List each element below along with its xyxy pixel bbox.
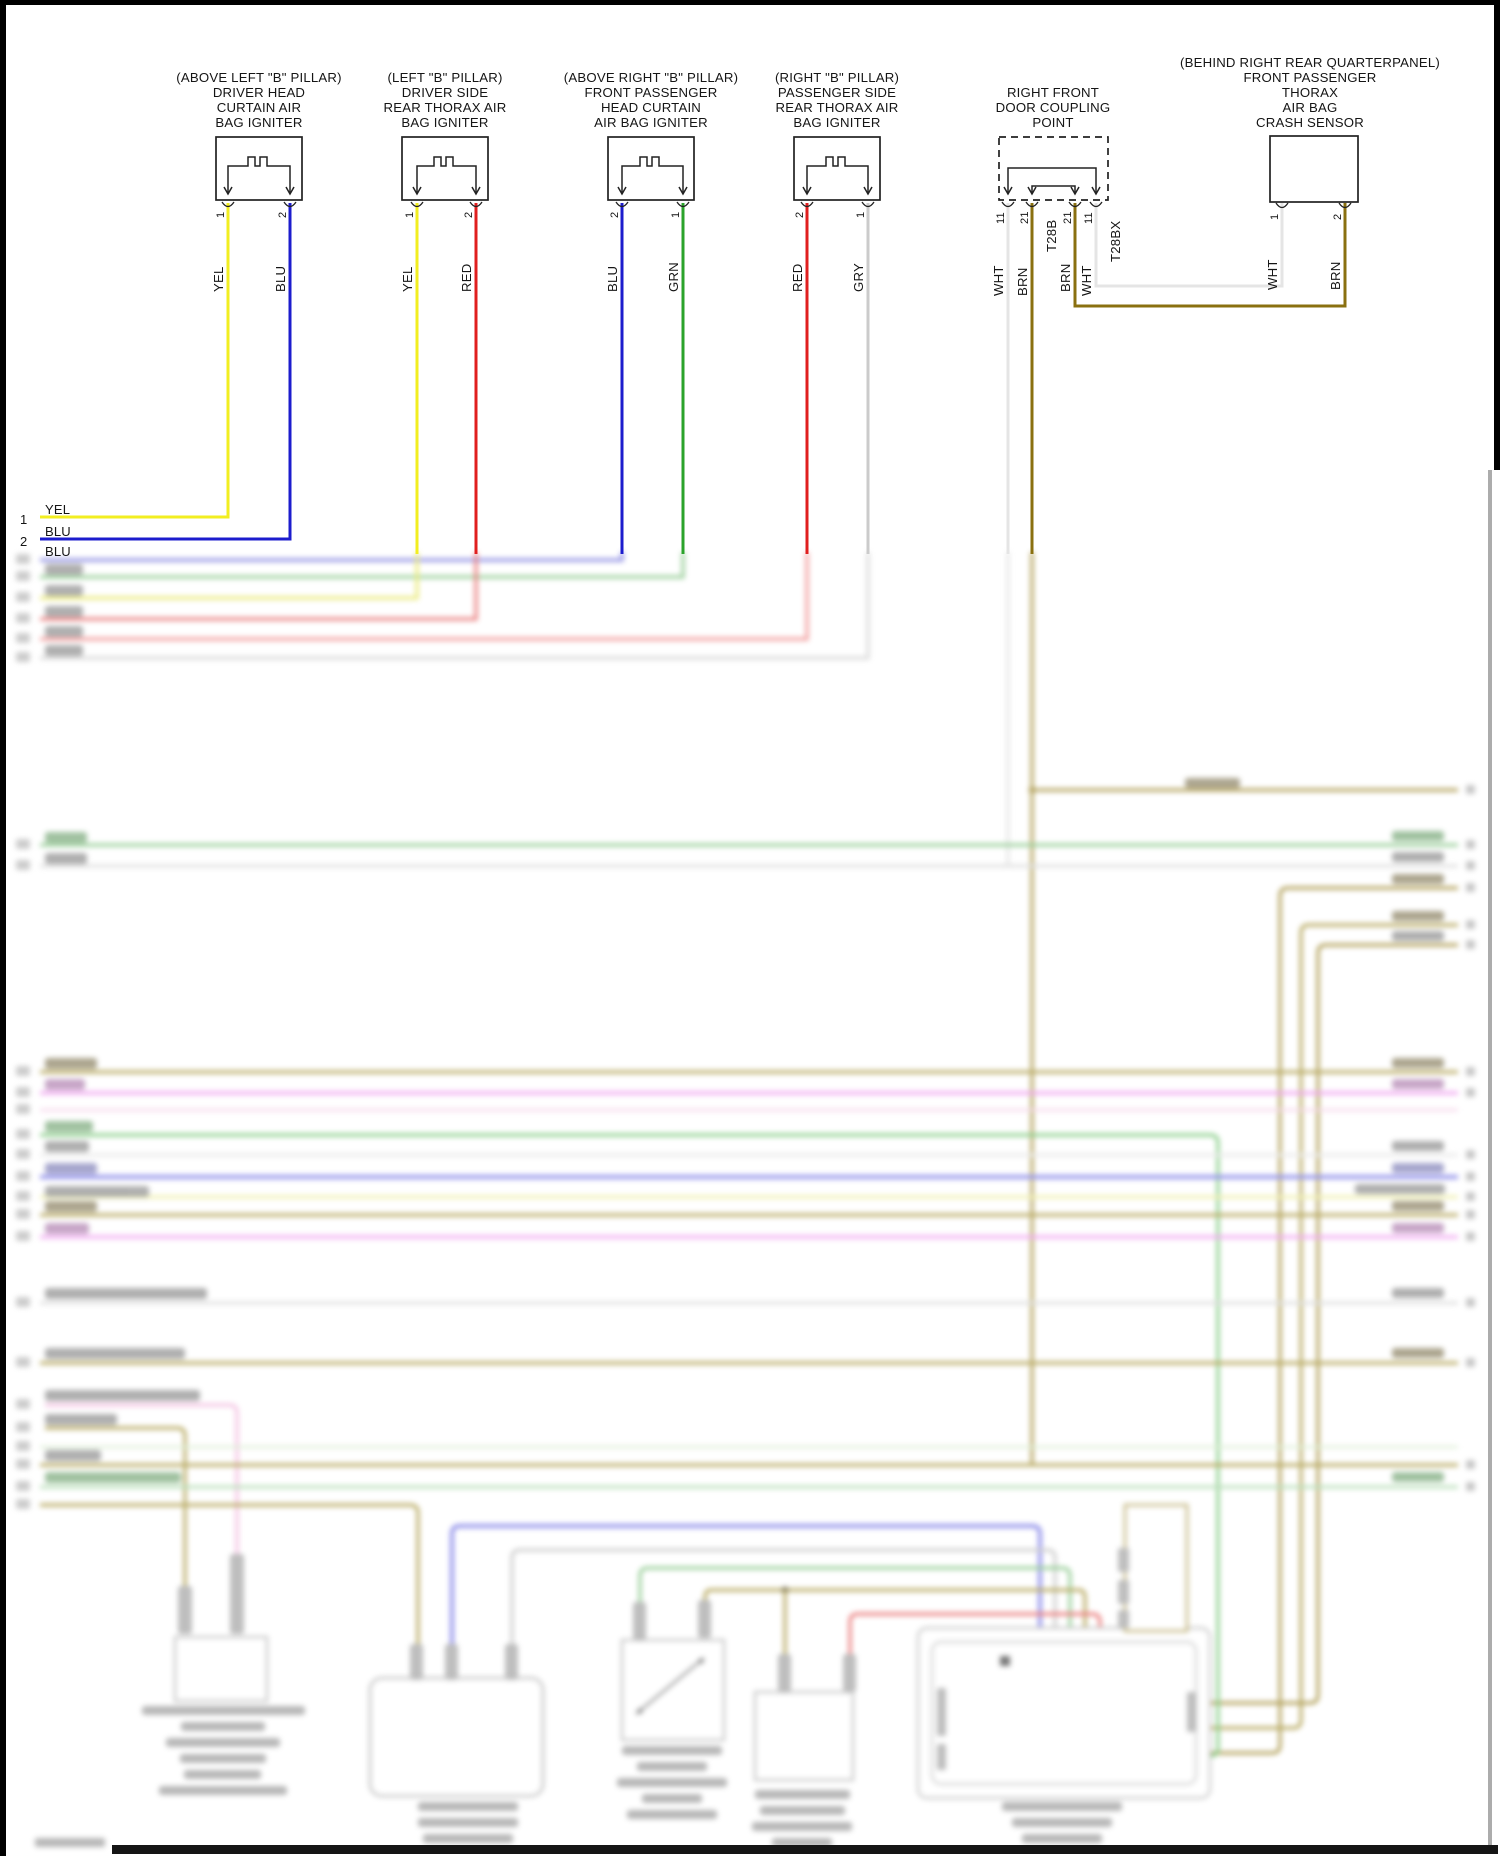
component-title-door-coupling-point: RIGHT FRONT DOOR COUPLING POINT (996, 85, 1111, 130)
svg-text:21: 21 (1062, 211, 1074, 224)
arrow-icons (223, 186, 1101, 196)
blurred-wire-runs (40, 552, 1458, 1758)
svg-text:BAG IGNITER: BAG IGNITER (793, 115, 880, 130)
svg-text:RED: RED (790, 264, 805, 292)
svg-text:GRY: GRY (851, 263, 866, 292)
svg-text:2: 2 (1332, 214, 1344, 220)
left-pin-rows: 1 YEL 2 BLU BLU (20, 502, 71, 559)
left-wire-label: YEL (45, 502, 70, 517)
svg-text:GRN: GRN (666, 262, 681, 292)
svg-text:1: 1 (215, 212, 227, 218)
svg-text:PASSENGER SIDE: PASSENGER SIDE (778, 85, 896, 100)
left-pin-number: 1 (20, 512, 27, 527)
svg-text:(RIGHT "B" PILLAR): (RIGHT "B" PILLAR) (775, 70, 899, 85)
svg-text:WHT: WHT (1079, 265, 1094, 296)
wire-blu-c1 (40, 203, 292, 541)
coupling-tag-t28b: T28B (1044, 220, 1059, 252)
svg-text:YEL: YEL (400, 266, 415, 292)
svg-text:POINT: POINT (1032, 115, 1073, 130)
svg-text:FRONT PASSENGER: FRONT PASSENGER (585, 85, 718, 100)
svg-text:RED: RED (459, 264, 474, 292)
component-symbols (215, 135, 1359, 209)
svg-text:WHT: WHT (991, 265, 1006, 296)
svg-text:BAG IGNITER: BAG IGNITER (401, 115, 488, 130)
svg-text:2: 2 (794, 212, 806, 218)
svg-text:CRASH SENSOR: CRASH SENSOR (1256, 115, 1364, 130)
left-wire-label: BLU (45, 544, 71, 559)
svg-text:HEAD CURTAIN: HEAD CURTAIN (601, 100, 701, 115)
coupling-point-box (998, 136, 1109, 201)
svg-text:2: 2 (277, 212, 289, 218)
svg-text:BAG IGNITER: BAG IGNITER (215, 115, 302, 130)
coupling-tag-t28bx: T28BX (1108, 221, 1123, 262)
component-title-passenger-side-thorax: (RIGHT "B" PILLAR) PASSENGER SIDE REAR T… (775, 70, 899, 130)
igniter-element-icon (806, 156, 869, 194)
crash-sensor-box (1269, 135, 1359, 203)
svg-text:DRIVER SIDE: DRIVER SIDE (402, 85, 488, 100)
left-wire-label: BLU (45, 524, 71, 539)
igniter-box-3 (607, 136, 695, 201)
igniter-box-1 (215, 136, 303, 201)
svg-text:DOOR COUPLING: DOOR COUPLING (996, 100, 1111, 115)
svg-text:YEL: YEL (211, 266, 226, 292)
svg-text:WHT: WHT (1265, 259, 1280, 290)
svg-text:THORAX: THORAX (1282, 85, 1338, 100)
svg-text:FRONT PASSENGER: FRONT PASSENGER (1244, 70, 1377, 85)
component-title-driver-side-thorax: (LEFT "B" PILLAR) DRIVER SIDE REAR THORA… (384, 70, 507, 130)
svg-text:2: 2 (463, 212, 475, 218)
svg-text:1: 1 (404, 212, 416, 218)
svg-text:BLU: BLU (273, 266, 288, 292)
svg-text:2: 2 (609, 212, 621, 218)
component-title-crash-sensor: (BEHIND RIGHT REAR QUARTERPANEL) FRONT P… (1180, 55, 1440, 130)
svg-text:1: 1 (1269, 214, 1281, 220)
left-pin-number: 2 (20, 534, 27, 549)
svg-text:BLU: BLU (605, 266, 620, 292)
igniter-element-icon (227, 156, 291, 194)
wire-runs (40, 203, 1347, 554)
coupling-bracket-outer (1007, 167, 1097, 194)
svg-text:BRN: BRN (1058, 264, 1073, 292)
svg-text:BRN: BRN (1328, 262, 1343, 290)
svg-text:11: 11 (1083, 212, 1095, 224)
igniter-element-icon (621, 156, 684, 194)
svg-text:1: 1 (670, 212, 682, 218)
component-title-driver-head-curtain: (ABOVE LEFT "B" PILLAR) DRIVER HEAD CURT… (176, 70, 341, 130)
svg-text:(LEFT "B" PILLAR): (LEFT "B" PILLAR) (387, 70, 502, 85)
svg-text:(ABOVE RIGHT "B" PILLAR): (ABOVE RIGHT "B" PILLAR) (564, 70, 738, 85)
svg-text:AIR BAG: AIR BAG (1283, 100, 1338, 115)
svg-text:1: 1 (855, 212, 867, 218)
svg-text:DRIVER HEAD: DRIVER HEAD (213, 85, 305, 100)
coupling-bracket-inner (1031, 185, 1076, 194)
svg-text:REAR THORAX AIR: REAR THORAX AIR (776, 100, 899, 115)
pin-numbers: 1 2 1 2 2 1 2 1 11 21 21 11 1 2 (215, 211, 1344, 224)
connector-break-icons (221, 201, 1352, 209)
svg-text:(BEHIND RIGHT REAR QUARTERPANE: (BEHIND RIGHT REAR QUARTERPANEL) (1180, 55, 1440, 70)
blurred-label-blobs (16, 554, 1475, 1847)
wire-color-labels: YEL BLU YEL RED BLU GRN RED GRY WHT BRN … (211, 220, 1343, 296)
svg-text:(ABOVE LEFT "B" PILLAR): (ABOVE LEFT "B" PILLAR) (176, 70, 341, 85)
component-title-passenger-head-curtain: (ABOVE RIGHT "B" PILLAR) FRONT PASSENGER… (564, 70, 738, 130)
component-titles: (ABOVE LEFT "B" PILLAR) DRIVER HEAD CURT… (176, 55, 1440, 130)
wire-yel-c1 (40, 203, 230, 519)
svg-text:REAR THORAX AIR: REAR THORAX AIR (384, 100, 507, 115)
svg-text:11: 11 (995, 212, 1007, 224)
svg-text:BRN: BRN (1015, 268, 1030, 296)
blurred-components (173, 1503, 1212, 1800)
wire-brn-sensor-loop (1073, 203, 1347, 308)
svg-text:RIGHT FRONT: RIGHT FRONT (1007, 85, 1099, 100)
svg-text:CURTAIN AIR: CURTAIN AIR (217, 100, 302, 115)
igniter-box-2 (401, 136, 489, 201)
igniter-element-icon (416, 156, 477, 194)
wire-wht-sensor-loop (1094, 203, 1284, 288)
svg-text:AIR BAG IGNITER: AIR BAG IGNITER (594, 115, 708, 130)
igniter-box-4 (793, 136, 881, 201)
svg-text:21: 21 (1019, 211, 1031, 224)
